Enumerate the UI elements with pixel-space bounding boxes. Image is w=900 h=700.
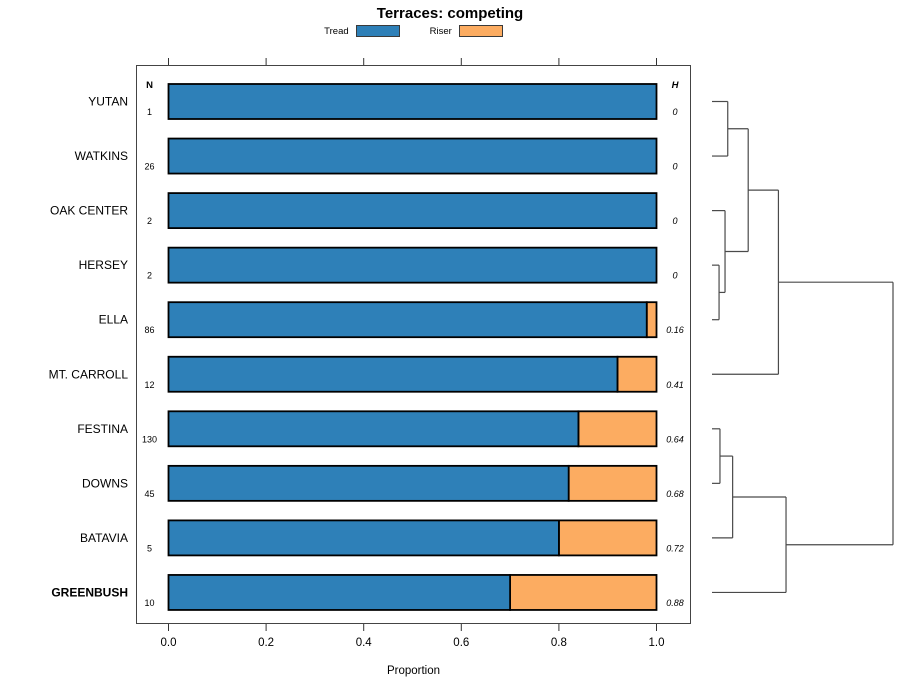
n-value: 2	[147, 216, 152, 226]
bar-segment-tread	[167, 355, 619, 393]
row-label: HERSEY	[79, 258, 128, 272]
bar-segment-riser	[616, 355, 658, 393]
bar-segment-riser	[577, 410, 658, 448]
n-value: 130	[142, 434, 157, 444]
bar-segment-riser	[567, 464, 658, 502]
n-value: 26	[144, 162, 154, 172]
tread-swatch-icon	[355, 25, 400, 37]
row-label: GREENBUSH	[51, 585, 128, 599]
h-value: 0	[672, 216, 677, 226]
x-tick-label: 0.8	[551, 637, 567, 649]
bar-segment-riser	[645, 301, 658, 339]
bar-segment-riser	[509, 574, 658, 611]
x-tick-label: 1.0	[649, 637, 665, 649]
bar-segment-tread	[167, 464, 570, 502]
n-value: 5	[147, 543, 152, 553]
n-value: 10	[144, 598, 154, 608]
bar-segment-tread	[167, 410, 580, 448]
h-value: 0.72	[666, 543, 684, 553]
n-value: 45	[144, 489, 154, 499]
bar-segment-tread	[167, 192, 658, 230]
x-tick-label: 0.6	[453, 637, 469, 649]
h-column-header: H	[672, 80, 680, 91]
h-value: 0.41	[666, 380, 684, 390]
h-value: 0	[672, 162, 677, 172]
row-label: WATKINS	[75, 149, 128, 163]
h-value: 0.64	[666, 434, 684, 444]
row-label: OAK CENTER	[50, 204, 128, 218]
n-value: 86	[144, 325, 154, 335]
legend-item-riser: Riser	[430, 25, 503, 37]
n-value: 2	[147, 271, 152, 281]
n-column-header: N	[146, 80, 153, 91]
chart-title: Terraces: competing	[376, 5, 524, 22]
riser-swatch-icon	[458, 25, 503, 37]
n-value: 1	[147, 107, 152, 117]
h-value: 0.68	[666, 489, 684, 499]
h-value: 0	[672, 271, 677, 281]
legend-label-tread: Tread	[324, 25, 349, 37]
x-axis-title: Proportion	[386, 665, 441, 677]
bar-segment-tread	[167, 137, 658, 175]
plot-panel	[136, 65, 691, 624]
bar-segment-tread	[167, 301, 648, 339]
row-label: BATAVIA	[80, 531, 128, 545]
legend: Tread Riser	[136, 25, 691, 37]
x-tick-label: 0.0	[161, 637, 177, 649]
h-value: 0	[672, 107, 677, 117]
row-label: FESTINA	[77, 422, 128, 436]
bar-segment-tread	[167, 574, 512, 611]
bar-segment-tread	[167, 246, 658, 284]
row-label: YUTAN	[88, 95, 128, 109]
legend-label-riser: Riser	[429, 25, 452, 37]
h-value: 0.88	[666, 598, 684, 608]
bar-segment-riser	[558, 519, 658, 557]
x-tick-label: 0.2	[258, 637, 274, 649]
legend-item-tread: Tread	[324, 25, 400, 37]
row-label: DOWNS	[82, 476, 128, 490]
n-value: 12	[144, 380, 154, 390]
h-value: 0.16	[666, 325, 684, 335]
bar-segment-tread	[167, 519, 560, 557]
row-label: MT. CARROLL	[49, 367, 129, 381]
bar-segment-tread	[167, 83, 658, 120]
x-tick-label: 0.4	[356, 637, 373, 649]
row-label: ELLA	[99, 313, 128, 327]
